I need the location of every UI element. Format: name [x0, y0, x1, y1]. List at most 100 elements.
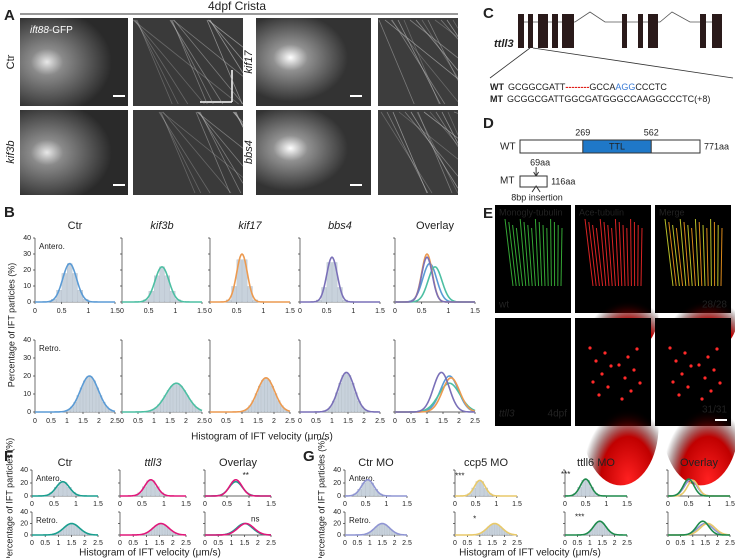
- row-label: Retro.: [349, 516, 371, 525]
- column-title: Ctr MO: [358, 457, 394, 469]
- x-tick-label: 2: [503, 540, 507, 547]
- exon: [622, 14, 627, 48]
- seq-label: MT: [490, 94, 503, 104]
- x-tick-label: 0: [208, 418, 212, 425]
- x-tick-label: 2.5: [402, 540, 412, 547]
- x-tick-label: 0: [563, 540, 567, 547]
- histogram-bar: [89, 376, 93, 413]
- panel-label: F: [4, 448, 13, 465]
- x-tick-label: 0.5: [221, 418, 231, 425]
- x-tick-label: 0: [203, 501, 207, 508]
- y-tick-label: 20: [23, 373, 31, 380]
- column-title: ttll3: [144, 457, 162, 469]
- x-tick-label: 2.5: [470, 418, 480, 425]
- column-title: ttll6 MO: [577, 457, 615, 469]
- domain-end: 562: [644, 127, 659, 137]
- puncta: [680, 372, 684, 376]
- kymograph-streak: [196, 111, 244, 149]
- insertion-label: 8bp insertion: [511, 192, 563, 202]
- x-tick-label: 2: [272, 418, 276, 425]
- y-tick-label: 20: [20, 520, 28, 527]
- cilium: [702, 224, 706, 287]
- puncta: [609, 364, 613, 368]
- gene-structure: [518, 11, 722, 48]
- channel-label: Merge: [659, 207, 685, 217]
- cilium: [691, 227, 696, 287]
- kymograph-streak: [173, 19, 244, 105]
- x-tick-label: 2.5: [181, 540, 191, 547]
- y-tick-label: 30: [23, 251, 31, 258]
- y-tick-label: 10: [23, 391, 31, 398]
- x-tick-label: 2.5: [110, 418, 120, 425]
- x-tick-label: 1.5: [377, 540, 387, 547]
- x-tick-label: 2: [83, 540, 87, 547]
- fit-curve: [455, 479, 517, 497]
- y-axis-label: Percentage of IFT particles (%): [4, 438, 14, 558]
- y-tick-label: 20: [333, 480, 341, 487]
- x-tick-label: 1.5: [110, 308, 120, 315]
- puncta: [623, 376, 627, 380]
- x-tick-label: 1: [152, 418, 156, 425]
- histogram-bar: [83, 380, 87, 413]
- row-label: Retro.: [39, 344, 61, 353]
- x-tick-label: 1.5: [700, 540, 710, 547]
- puncta: [686, 385, 690, 389]
- x-tick-label: 2.5: [512, 540, 522, 547]
- row-label: Antero.: [349, 474, 375, 483]
- cilium: [584, 218, 594, 287]
- x-tick-label: 1: [425, 418, 429, 425]
- cilium: [679, 218, 687, 287]
- cilium: [527, 224, 533, 287]
- x-tick-label: 0.5: [322, 308, 332, 315]
- x-tick-label: 1.5: [181, 501, 191, 508]
- significance: *: [473, 515, 476, 524]
- kymograph-streak: [446, 19, 459, 37]
- puncta: [638, 381, 642, 385]
- column-title: ccp5 MO: [464, 457, 508, 469]
- kymograph-streak: [135, 19, 179, 105]
- significance: ***: [561, 470, 570, 479]
- y-axis-label: Percentage of IFT particles (%): [6, 263, 16, 387]
- x-tick-label: 0.5: [128, 540, 138, 547]
- histogram-bar: [162, 523, 165, 536]
- x-tick-label: 0: [33, 418, 37, 425]
- fit-curve: [667, 478, 730, 497]
- cilium: [698, 221, 703, 287]
- x-tick-label: 1: [478, 540, 482, 547]
- fit-curve: [210, 376, 291, 413]
- fit-curve: [35, 262, 115, 303]
- column-title: Ctr: [68, 220, 83, 232]
- exon: [712, 14, 722, 48]
- column-title: Overlay: [680, 457, 718, 469]
- x-tick-label: 1: [261, 308, 265, 315]
- x-tick-label: 1.5: [438, 418, 448, 425]
- kymograph-streak: [195, 111, 231, 194]
- x-axis-label: Histogram of IFT velocity (μm/s): [459, 548, 601, 558]
- length-label: 116aa: [551, 176, 575, 186]
- puncta: [709, 389, 713, 393]
- fit-curve: [32, 480, 98, 497]
- kymograph-streak: [410, 111, 459, 189]
- kymograph-streak: [197, 111, 244, 167]
- histogram-bar: [261, 379, 265, 413]
- count-label: 28/28: [702, 300, 727, 311]
- stage-label: 4dpf: [548, 409, 568, 420]
- kymograph-streak: [136, 19, 173, 105]
- kymograph-streak: [160, 111, 196, 194]
- x-tick-label: 1.5: [240, 540, 250, 547]
- cilium: [607, 224, 613, 287]
- cilium: [560, 227, 563, 287]
- puncta: [603, 351, 607, 355]
- micrograph: [256, 110, 371, 195]
- x-tick-label: 1: [368, 540, 372, 547]
- seq-part: GCCA: [589, 82, 615, 92]
- fit-curve: [120, 478, 186, 497]
- kymograph-streak: [207, 19, 244, 48]
- puncta: [588, 346, 592, 350]
- cilium: [603, 221, 610, 287]
- x-tick-label: 1: [56, 540, 60, 547]
- kymograph-streak: [409, 19, 459, 59]
- histogram-bar: [599, 521, 603, 536]
- puncta: [674, 359, 678, 363]
